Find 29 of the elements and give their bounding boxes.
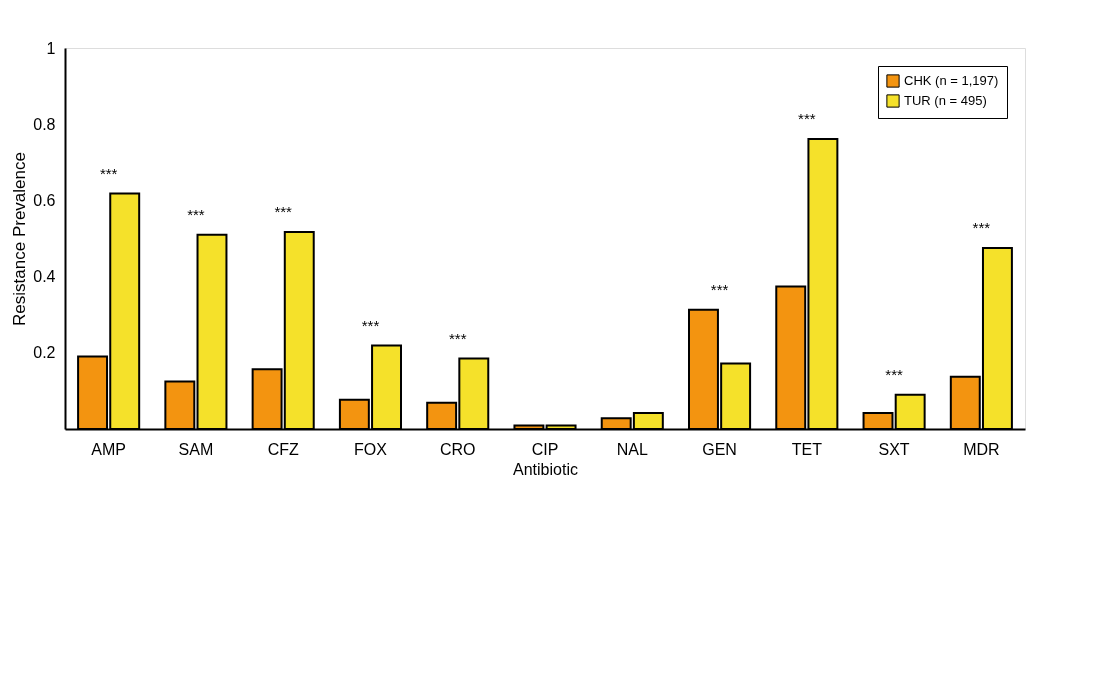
y-tick-label: 0.4 <box>33 268 56 286</box>
annotation: *** <box>187 205 205 223</box>
annotation: *** <box>99 164 118 182</box>
y-tick-label: 1 <box>46 39 56 57</box>
legend-label: TUR (n = 495) <box>904 93 987 108</box>
annotation: *** <box>710 280 729 298</box>
legend-label: CHK (n = 1,197) <box>904 73 999 88</box>
x-tick-label: CFZ <box>267 440 299 458</box>
y-tick-label: 0.2 <box>33 344 56 362</box>
y-axis-title: Resistance Prevalence <box>10 152 30 326</box>
x-tick-label: NAL <box>616 440 648 458</box>
x-tick-label: SXT <box>878 440 910 458</box>
annotation: *** <box>274 203 293 221</box>
annotation: *** <box>361 316 380 334</box>
x-axis-title: Antibiotic <box>513 460 578 478</box>
y-tick-label: 0.6 <box>33 191 56 209</box>
x-tick-label: TET <box>791 440 823 458</box>
x-tick-label: AMP <box>91 440 126 458</box>
x-tick-label: SAM <box>178 440 214 458</box>
annotation: *** <box>972 219 991 237</box>
x-tick-label: FOX <box>354 440 388 458</box>
x-tick-label: MDR <box>963 440 1000 458</box>
x-tick-label: CRO <box>439 440 476 458</box>
annotation: *** <box>448 329 467 347</box>
annotation: *** <box>885 365 904 383</box>
x-tick-label: GEN <box>702 440 737 458</box>
y-tick-label: 0.8 <box>33 115 56 133</box>
annotation: *** <box>798 110 816 128</box>
x-tick-label: CIP <box>531 440 559 458</box>
